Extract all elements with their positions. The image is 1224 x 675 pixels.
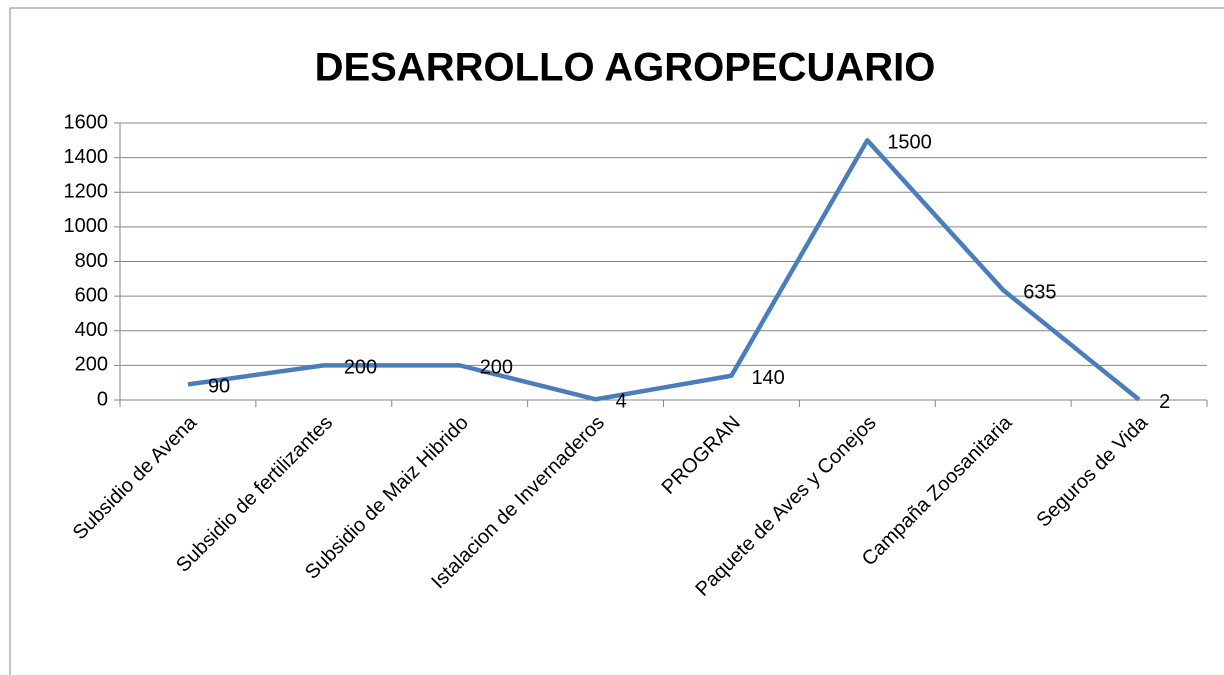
chart-border xyxy=(9,7,1224,675)
y-tick-label: 1600 xyxy=(64,111,109,133)
series-line xyxy=(187,138,1141,402)
y-tick-label: 600 xyxy=(75,284,108,306)
data-label: 200 xyxy=(480,357,513,379)
y-tick-label: 1000 xyxy=(64,215,109,237)
data-label: 140 xyxy=(751,367,784,389)
y-tick-label: 0 xyxy=(97,388,108,410)
y-tick-label: 200 xyxy=(75,354,108,376)
data-label: 635 xyxy=(1023,281,1056,303)
data-label: 1500 xyxy=(887,132,932,154)
data-label: 4 xyxy=(616,391,627,413)
y-tick-label: 400 xyxy=(75,319,108,341)
y-tick-label: 1200 xyxy=(64,181,109,203)
data-label: 90 xyxy=(208,376,230,398)
chart-title: DESARROLLO AGROPECUARIO xyxy=(315,46,936,90)
y-tick-label: 800 xyxy=(75,250,108,272)
data-label: 200 xyxy=(344,357,377,379)
data-label: 2 xyxy=(1159,391,1170,413)
y-tick-label: 1400 xyxy=(64,146,109,168)
